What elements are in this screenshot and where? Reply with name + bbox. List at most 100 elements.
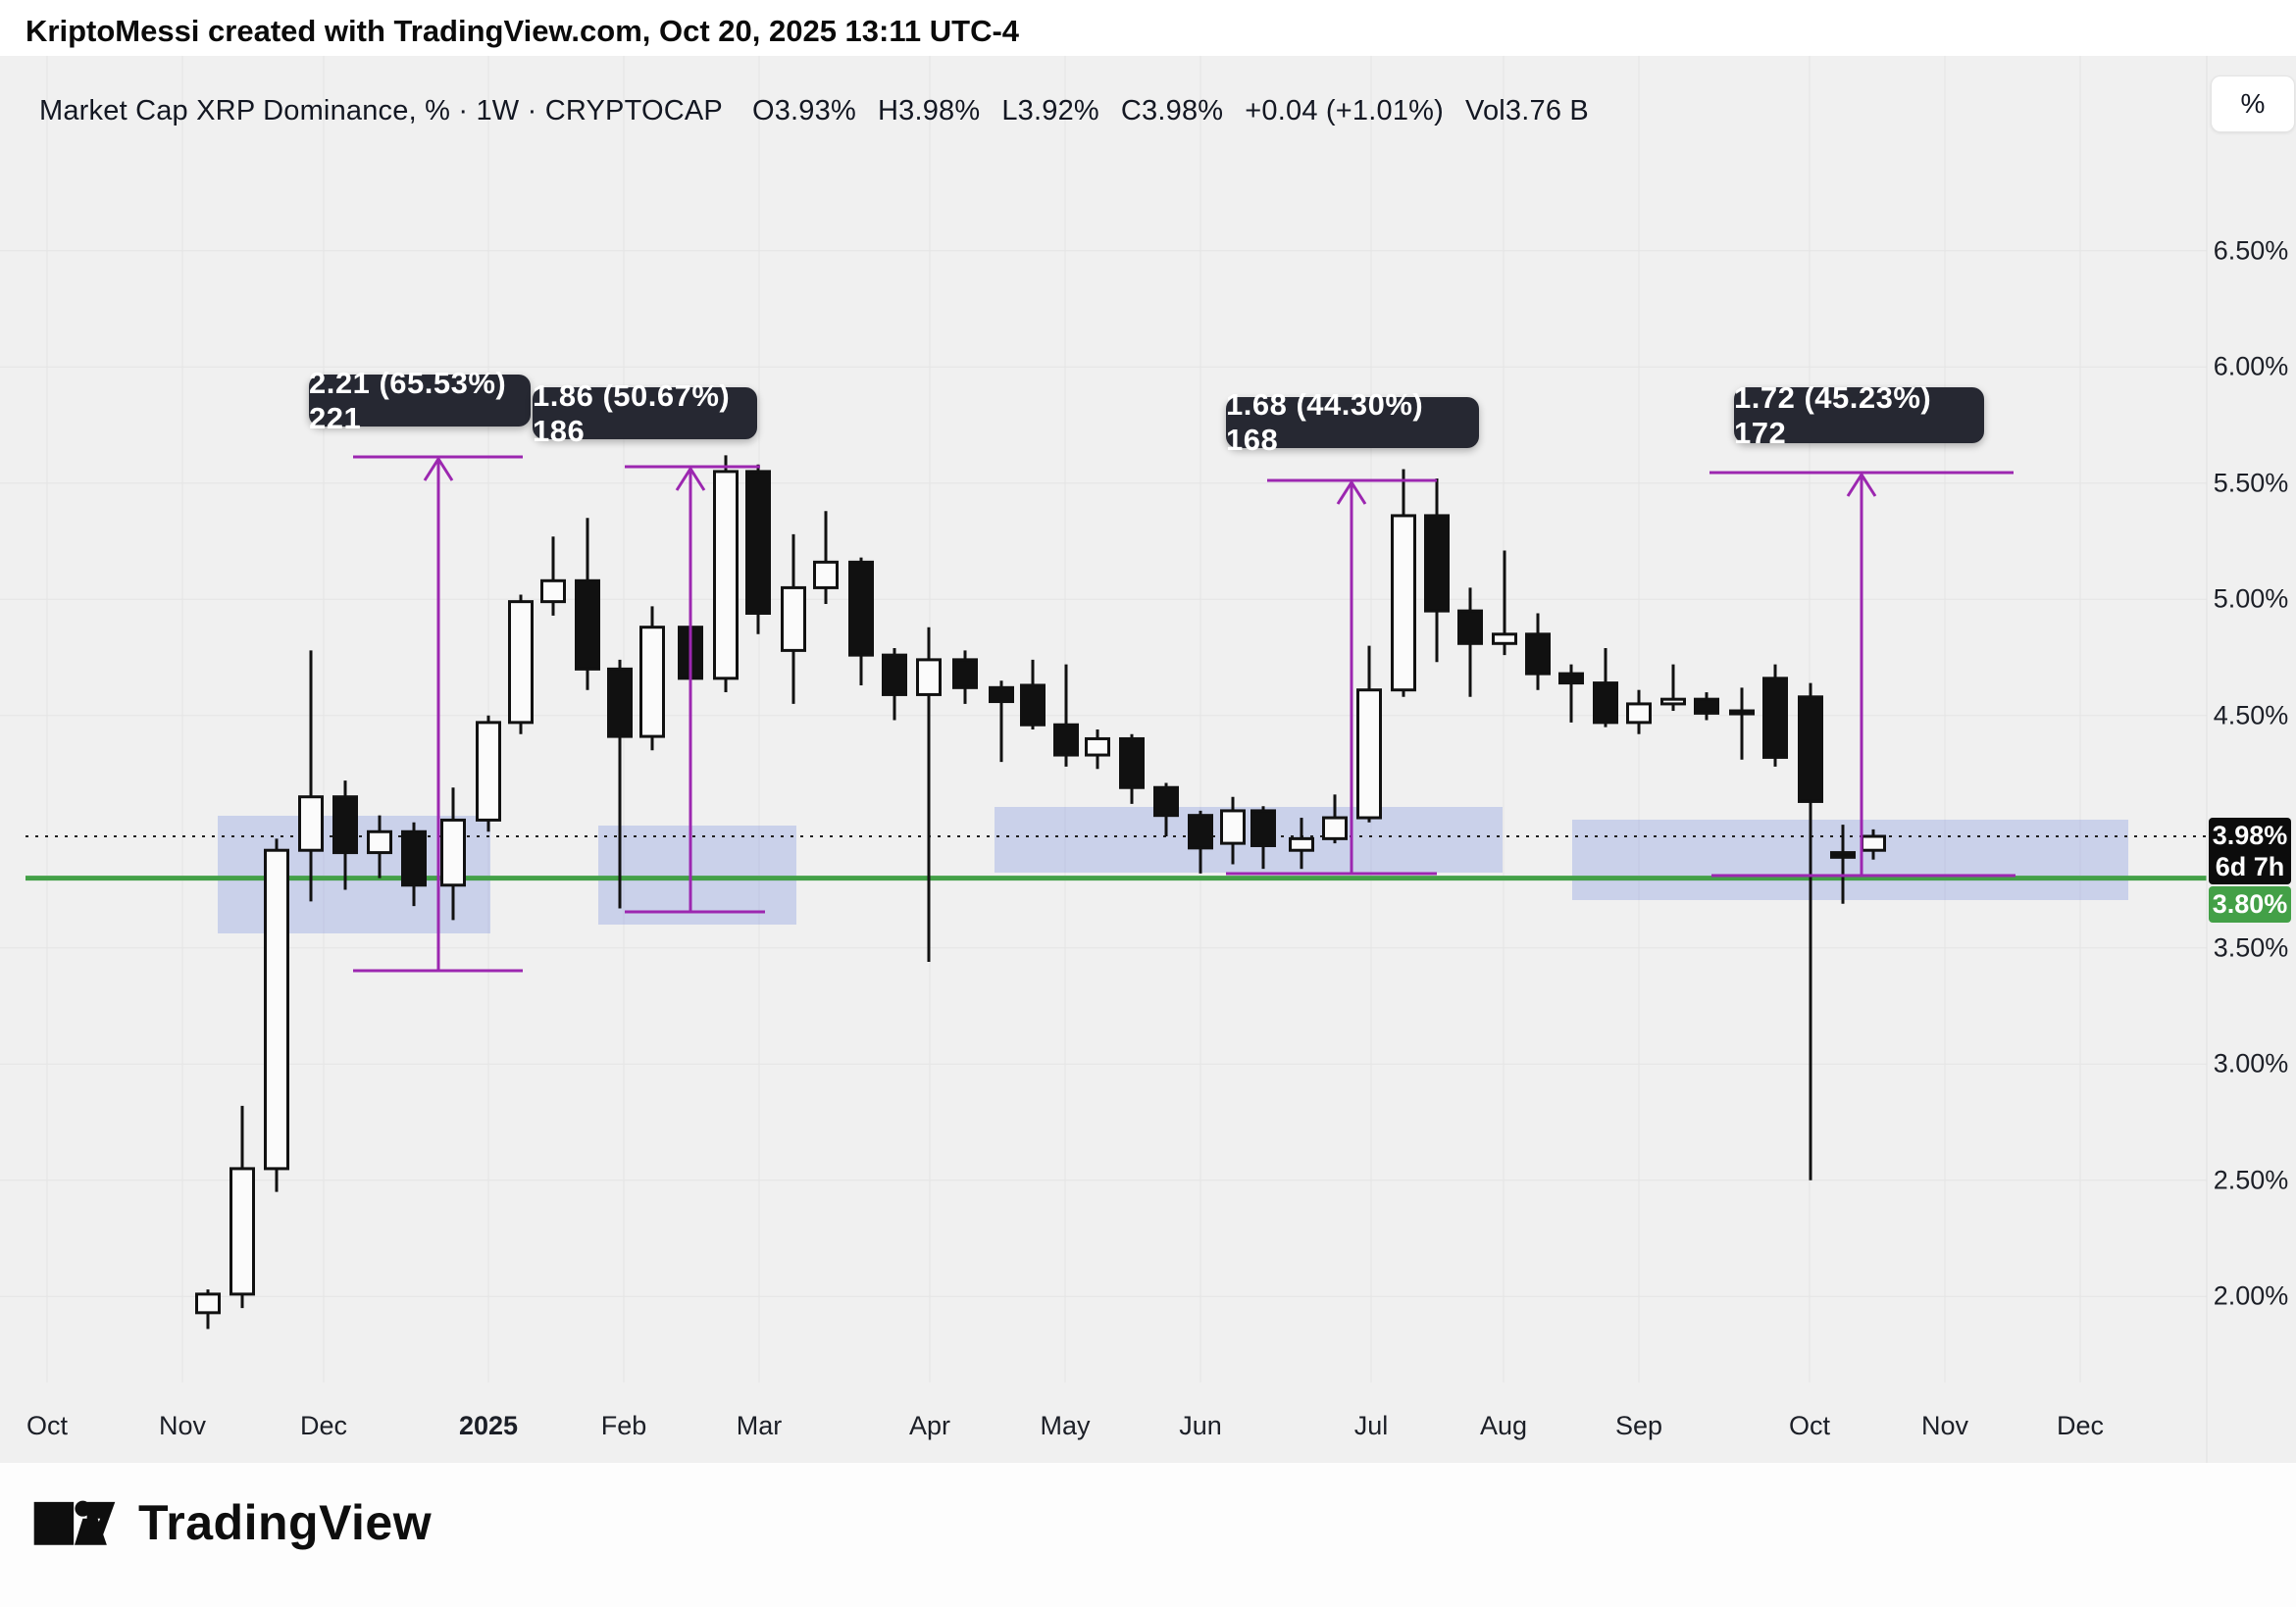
x-axis-label: Jun	[1179, 1411, 1222, 1440]
x-axis-label: Dec	[299, 1411, 348, 1440]
candle-body-down	[575, 578, 600, 671]
tradingview-logo-text: TradingView	[138, 1495, 433, 1550]
measurement-label-2[interactable]: 1.86 (50.67%) 186	[533, 378, 757, 448]
candle-body-up	[1729, 709, 1755, 716]
x-axis-label: Sep	[1614, 1411, 1663, 1440]
x-axis-label: Dec	[2056, 1411, 2105, 1440]
measurement-arrow-head	[675, 466, 706, 491]
y-axis-label: 2.00%	[2213, 1281, 2289, 1311]
x-axis-label: Oct	[1788, 1411, 1831, 1440]
candle-body-down	[1153, 785, 1179, 818]
chart-region[interactable]: Market Cap XRP Dominance, % · 1W · CRYPT…	[0, 56, 2296, 1463]
candle-body-up	[1220, 809, 1246, 845]
y-axis-label: 3.00%	[2213, 1048, 2289, 1079]
candle-body-up	[540, 578, 566, 604]
y-axis-label: 6.00%	[2213, 351, 2289, 381]
support-zone	[1572, 820, 2128, 900]
candle-body-up	[508, 600, 534, 725]
percent-axis-button[interactable]: %	[2211, 75, 2295, 132]
candle-body-down	[1762, 677, 1788, 759]
x-axis-label: Nov	[158, 1411, 207, 1440]
candle-body-up	[713, 470, 739, 680]
candle-body-down	[1830, 851, 1856, 859]
candle-body-up	[1085, 736, 1110, 757]
candle-body-up	[639, 626, 665, 738]
ohlc-close: C3.98%	[1120, 95, 1224, 126]
x-axis-label: Jul	[1353, 1411, 1389, 1440]
candle-body-down	[332, 795, 358, 855]
symbol-title[interactable]: Market Cap XRP Dominance, % · 1W · CRYPT…	[39, 95, 723, 126]
y-axis-label: 6.50%	[2213, 235, 2289, 266]
candle-body-up	[264, 848, 289, 1171]
x-axis-label: Nov	[1920, 1411, 1969, 1440]
last-price-value: 3.98%	[2212, 821, 2288, 850]
candle-body-up	[1492, 632, 1517, 645]
y-axis-label: 2.50%	[2213, 1165, 2289, 1195]
candle-body-up	[367, 829, 392, 855]
measurement-label-3[interactable]: 1.68 (44.30%) 168	[1226, 387, 1479, 457]
x-axis-label: Mar	[736, 1411, 783, 1440]
ohlc-high: H3.98%	[877, 95, 981, 126]
candle-body-up	[476, 721, 501, 822]
candle-body-up	[916, 658, 942, 696]
price-line-badge: 3.80%	[2209, 886, 2291, 923]
x-axis-label: Feb	[600, 1411, 647, 1440]
candle-body-up	[1861, 834, 1886, 852]
candle-body-down	[882, 653, 907, 696]
volume-value: Vol3.76 B	[1465, 95, 1589, 126]
support-zone	[598, 826, 796, 925]
price-line-value: 3.80%	[2212, 889, 2288, 919]
symbol-legend[interactable]: Market Cap XRP Dominance, % · 1W · CRYPT…	[39, 95, 1610, 127]
x-axis-label: 2025	[458, 1411, 519, 1440]
candle-body-down	[1250, 809, 1276, 847]
x-axis-label: Oct	[26, 1411, 69, 1440]
y-axis-label: 4.50%	[2213, 700, 2289, 730]
candle-body-up	[1289, 836, 1314, 852]
candle-body-down	[989, 685, 1014, 704]
candle-body-up	[781, 585, 806, 652]
ohlc-low: L3.92%	[1001, 95, 1099, 126]
tradingview-logo[interactable]: TradingView	[32, 1490, 432, 1555]
candle-body-up	[230, 1167, 255, 1296]
candle-body-down	[1424, 514, 1450, 613]
candle-body-down	[1457, 609, 1483, 645]
candle-body-up	[1391, 514, 1416, 692]
support-zone	[995, 807, 1503, 873]
tradingview-logo-icon	[33, 1500, 116, 1545]
candle-body-down	[1558, 672, 1584, 685]
measurement-arrow-head	[1336, 479, 1367, 505]
candle-body-down	[1525, 632, 1551, 676]
candle-body-down	[1188, 814, 1213, 850]
measurement-label-4[interactable]: 1.72 (45.23%) 172	[1734, 380, 1984, 450]
change-value: +0.04 (+1.01%)	[1245, 95, 1444, 126]
measurement-arrow-head	[423, 456, 454, 481]
candle-body-down	[1119, 736, 1145, 789]
candle-body-down	[1593, 681, 1618, 725]
candle-body-down	[1798, 695, 1823, 803]
measurement-arrow-head	[1846, 472, 1877, 497]
last-price-badge: 3.98% 6d 7h	[2209, 818, 2291, 884]
candle-body-down	[607, 667, 633, 738]
candle-body-up	[195, 1292, 221, 1315]
ohlc-open: O3.93%	[751, 95, 856, 126]
candle-body-up	[813, 560, 839, 589]
x-axis-label: Aug	[1479, 1411, 1528, 1440]
y-axis-label: 5.50%	[2213, 468, 2289, 498]
candle-body-down	[1020, 683, 1046, 727]
candle-body-down	[401, 829, 427, 887]
candle-body-down	[1053, 723, 1079, 757]
footer: TradingView	[0, 1463, 2296, 1607]
candle-body-down	[952, 658, 978, 689]
measurement-label-1[interactable]: 2.21 (65.53%) 221	[309, 366, 531, 435]
candle-body-up	[1626, 702, 1652, 725]
candle-body-up	[1660, 697, 1686, 706]
x-axis-label: Apr	[908, 1411, 951, 1440]
candle-body-down	[745, 470, 771, 615]
candle-body-down	[1694, 697, 1719, 715]
y-axis-label: 5.00%	[2213, 583, 2289, 614]
candle-body-up	[440, 818, 466, 887]
y-axis-label: 3.50%	[2213, 932, 2289, 963]
candle-body-up	[1322, 816, 1348, 840]
x-axis-label: May	[1040, 1411, 1091, 1440]
attribution-text: KriptoMessi created with TradingView.com…	[26, 14, 1020, 48]
